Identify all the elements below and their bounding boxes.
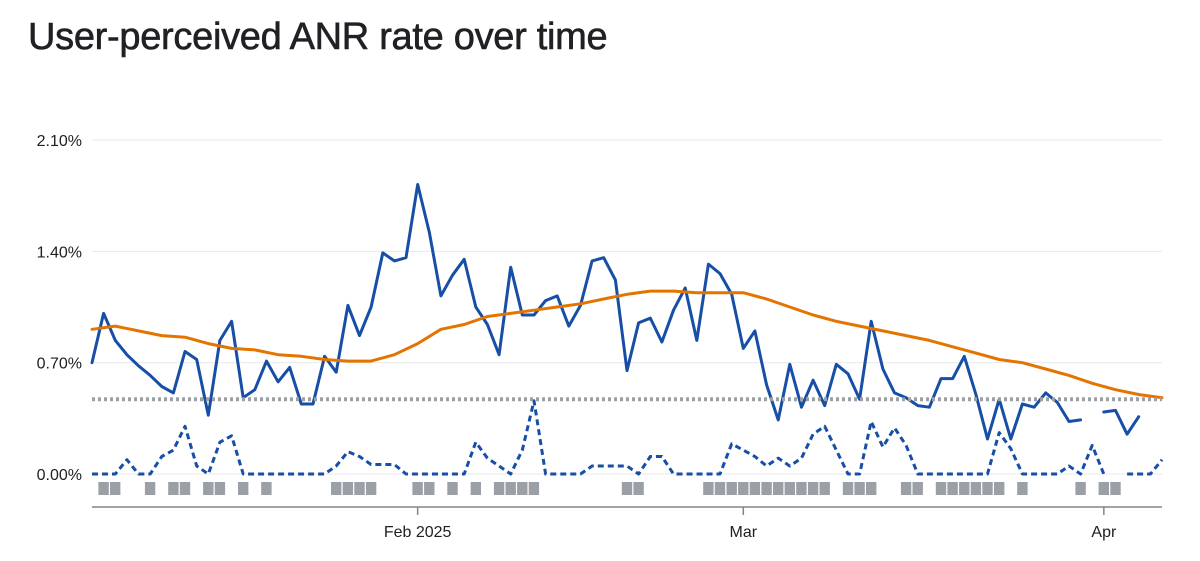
y-tick-label: 2.10% xyxy=(37,133,82,150)
event-marker xyxy=(354,482,365,495)
event-marker xyxy=(714,482,726,495)
series-0-line xyxy=(90,183,1083,441)
event-marker xyxy=(412,482,423,495)
event-marker xyxy=(842,482,854,495)
event-marker xyxy=(144,482,156,495)
event-marker xyxy=(633,482,644,495)
event-marker xyxy=(726,482,737,495)
event-marker xyxy=(110,482,121,495)
event-marker xyxy=(761,482,772,495)
series-2-line xyxy=(92,399,1106,476)
chart-title: User-perceived ANR rate over time xyxy=(28,16,608,59)
gridlines xyxy=(92,139,1162,475)
event-marker xyxy=(935,482,947,495)
event-marker xyxy=(866,482,877,495)
event-marker xyxy=(912,482,923,495)
event-marker xyxy=(947,482,958,495)
event-marker xyxy=(982,482,993,495)
event-marker xyxy=(703,482,714,495)
event-marker xyxy=(970,482,982,495)
event-marker xyxy=(203,482,214,495)
y-tick-label: 1.40% xyxy=(37,244,82,261)
series-2-line xyxy=(1127,458,1164,476)
event-marker xyxy=(331,482,342,495)
event-marker xyxy=(749,482,761,495)
event-marker xyxy=(738,482,749,495)
event-marker xyxy=(214,482,226,495)
event-marker xyxy=(784,482,795,495)
event-marker xyxy=(447,482,458,495)
event-marker xyxy=(179,482,191,495)
event-marker xyxy=(528,482,540,495)
event-marker xyxy=(424,482,435,495)
series-1-line xyxy=(90,289,1164,400)
x-tick-label: Feb 2025 xyxy=(384,524,452,541)
event-marker xyxy=(959,482,970,495)
event-marker xyxy=(807,482,819,495)
event-marker xyxy=(854,482,865,495)
y-tick-label: 0.00% xyxy=(37,467,82,484)
event-marker xyxy=(261,482,272,495)
event-marker xyxy=(1098,482,1109,495)
chart-series xyxy=(90,183,1164,476)
event-marker xyxy=(470,482,481,495)
event-marker xyxy=(621,482,633,495)
event-marker xyxy=(1075,482,1086,495)
event-marker xyxy=(505,482,516,495)
event-marker xyxy=(900,482,912,495)
event-marker xyxy=(238,482,249,495)
x-tick-label: Apr xyxy=(1091,524,1117,541)
event-marker xyxy=(773,482,784,495)
event-marker xyxy=(819,482,830,495)
event-markers xyxy=(98,482,1121,495)
event-marker xyxy=(493,482,505,495)
event-marker xyxy=(365,482,377,495)
event-marker xyxy=(1110,482,1121,495)
event-marker xyxy=(168,482,179,495)
event-marker xyxy=(994,482,1005,495)
event-marker xyxy=(1017,482,1028,495)
series-0-line xyxy=(1102,408,1141,436)
y-tick-label: 0.70% xyxy=(37,356,82,373)
event-marker xyxy=(98,482,109,495)
chart-axes: 0.00% 0.70% 1.40% 2.10% Feb 2025 Mar Apr xyxy=(37,133,1162,541)
event-marker xyxy=(517,482,528,495)
event-marker xyxy=(342,482,354,495)
x-tick-label: Mar xyxy=(730,524,758,541)
event-marker xyxy=(796,482,807,495)
